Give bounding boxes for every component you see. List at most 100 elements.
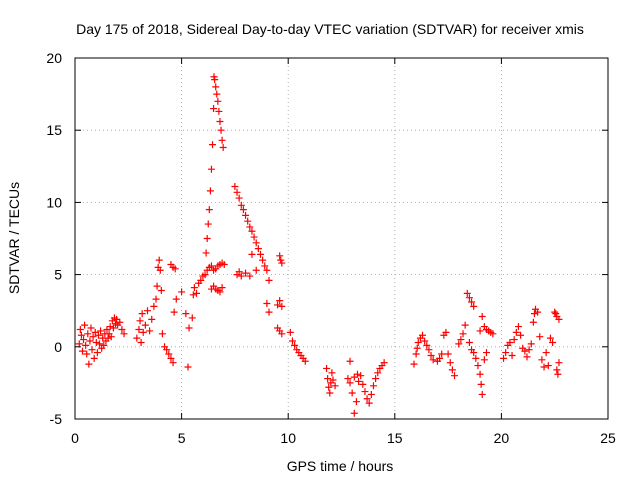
data-point bbox=[155, 256, 163, 264]
data-point bbox=[324, 375, 332, 383]
data-point bbox=[500, 354, 508, 362]
data-point bbox=[448, 366, 456, 374]
data-point bbox=[465, 294, 473, 302]
x-axis-label: GPS time / hours bbox=[287, 458, 394, 474]
y-tick-label: 0 bbox=[54, 339, 62, 355]
data-point bbox=[465, 338, 473, 346]
data-point bbox=[359, 380, 367, 388]
data-point bbox=[502, 349, 510, 357]
data-point bbox=[235, 268, 243, 276]
data-point bbox=[444, 350, 452, 358]
data-point bbox=[489, 330, 497, 338]
data-point bbox=[278, 330, 286, 338]
data-point bbox=[96, 340, 104, 348]
data-point bbox=[205, 206, 213, 214]
data-point bbox=[357, 372, 365, 380]
data-point bbox=[530, 310, 538, 318]
data-point bbox=[143, 307, 151, 315]
data-point bbox=[350, 409, 358, 417]
chart-title: Day 175 of 2018, Sidereal Day-to-day VTE… bbox=[76, 21, 584, 37]
data-point bbox=[217, 126, 225, 134]
data-point bbox=[369, 382, 377, 390]
data-point bbox=[242, 211, 250, 219]
data-point bbox=[190, 284, 198, 292]
data-point bbox=[365, 399, 373, 407]
data-point bbox=[197, 276, 205, 284]
data-point bbox=[301, 357, 309, 365]
data-point bbox=[331, 382, 339, 390]
data-point bbox=[276, 252, 284, 260]
data-point bbox=[252, 266, 260, 274]
data-point bbox=[204, 220, 212, 228]
y-tick-label: 10 bbox=[46, 194, 62, 210]
x-tick-label: 20 bbox=[494, 430, 510, 446]
data-point bbox=[185, 324, 193, 332]
data-point bbox=[538, 356, 546, 364]
data-point bbox=[109, 324, 117, 332]
data-point bbox=[85, 360, 93, 368]
data-point bbox=[555, 359, 563, 367]
data-points-layer bbox=[75, 73, 563, 417]
data-point bbox=[374, 369, 382, 377]
data-point bbox=[274, 301, 282, 309]
data-point bbox=[75, 340, 83, 348]
data-point bbox=[209, 141, 217, 149]
data-point bbox=[325, 383, 333, 391]
x-tick-label: 25 bbox=[600, 430, 616, 446]
data-point bbox=[86, 337, 94, 345]
data-point bbox=[278, 302, 286, 310]
data-point bbox=[248, 250, 256, 258]
data-point bbox=[546, 334, 554, 342]
data-point bbox=[133, 334, 141, 342]
data-point bbox=[83, 350, 91, 358]
data-point bbox=[106, 323, 114, 331]
data-point bbox=[78, 347, 86, 355]
data-point bbox=[291, 341, 299, 349]
data-point bbox=[263, 299, 271, 307]
data-point bbox=[212, 83, 220, 91]
y-tick-label: 5 bbox=[54, 267, 62, 283]
data-point bbox=[94, 331, 102, 339]
data-point bbox=[167, 354, 175, 362]
data-point bbox=[472, 354, 480, 362]
data-point bbox=[88, 346, 96, 354]
data-point bbox=[184, 363, 192, 371]
data-point bbox=[474, 362, 482, 370]
data-point bbox=[237, 272, 245, 280]
data-point bbox=[81, 321, 89, 329]
data-point bbox=[214, 97, 222, 105]
data-point bbox=[380, 359, 388, 367]
data-point bbox=[218, 284, 226, 292]
data-point bbox=[239, 206, 247, 214]
data-point bbox=[248, 227, 256, 235]
data-point bbox=[137, 338, 145, 346]
data-point bbox=[455, 340, 463, 348]
data-point bbox=[459, 330, 467, 338]
data-point bbox=[152, 295, 160, 303]
data-point bbox=[482, 349, 490, 357]
data-point bbox=[233, 188, 241, 196]
data-point bbox=[120, 330, 128, 338]
data-point bbox=[207, 165, 215, 173]
data-point bbox=[80, 336, 88, 344]
data-point bbox=[446, 359, 454, 367]
data-point bbox=[244, 217, 252, 225]
data-point bbox=[265, 276, 273, 284]
x-tick-label: 0 bbox=[71, 430, 79, 446]
data-point bbox=[218, 136, 226, 144]
data-point bbox=[163, 346, 171, 354]
data-point bbox=[372, 375, 380, 383]
data-point bbox=[542, 349, 550, 357]
data-point bbox=[220, 260, 228, 268]
data-point bbox=[104, 334, 112, 342]
data-point bbox=[276, 297, 284, 305]
data-point bbox=[551, 308, 559, 316]
data-point bbox=[457, 336, 465, 344]
data-point bbox=[118, 325, 126, 333]
data-point bbox=[355, 377, 363, 385]
data-point bbox=[216, 288, 224, 296]
data-point bbox=[419, 331, 427, 339]
data-point bbox=[346, 379, 354, 387]
data-point bbox=[97, 327, 105, 335]
data-point bbox=[116, 318, 124, 326]
